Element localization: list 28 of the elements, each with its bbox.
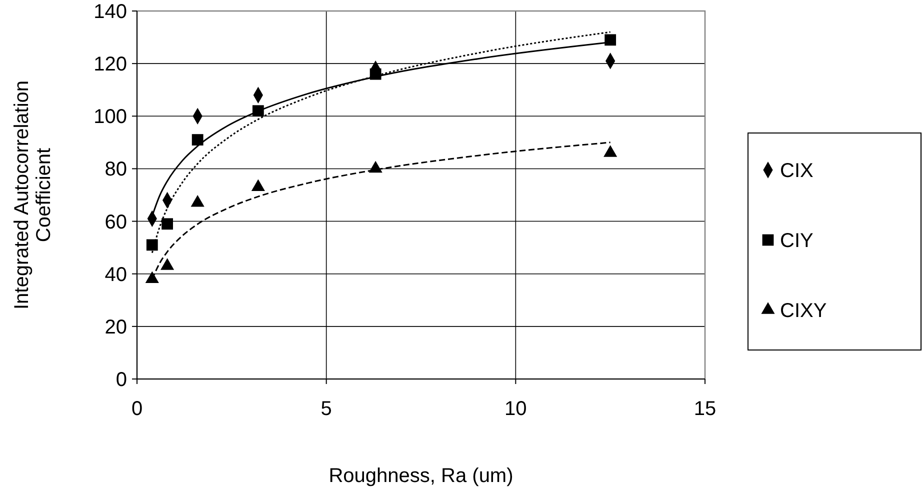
point <box>192 134 204 146</box>
point <box>604 34 616 46</box>
point <box>604 145 618 157</box>
x-tick-label: 5 <box>320 398 332 420</box>
y-tick-label: 40 <box>104 264 127 286</box>
point <box>368 160 382 173</box>
point <box>145 271 159 284</box>
x-tick-label: 10 <box>504 398 527 420</box>
y-tick-label: 0 <box>116 369 127 391</box>
point <box>160 258 174 270</box>
y-axis-title: Integrated Autocorrelation Coefficient <box>11 80 55 310</box>
y-tick-label: 60 <box>104 211 127 234</box>
legend-label: CIX <box>780 160 814 182</box>
point <box>146 239 158 251</box>
point <box>190 195 204 207</box>
x-tick-label: 0 <box>131 398 143 420</box>
legend-label: CIXY <box>780 300 827 322</box>
y-tick-label: 20 <box>104 316 127 338</box>
y-tick-label: 140 <box>94 1 127 23</box>
y-tick-label: 100 <box>94 106 127 128</box>
y-tick-label: 120 <box>94 54 127 76</box>
x-axis-title: Roughness, Ra (um) <box>328 465 514 487</box>
point <box>252 105 264 117</box>
point <box>251 179 265 192</box>
y-tick-label: 80 <box>104 158 127 181</box>
x-tick-label: 15 <box>694 398 716 420</box>
legend-label: CIY <box>780 230 814 252</box>
point <box>162 218 173 230</box>
